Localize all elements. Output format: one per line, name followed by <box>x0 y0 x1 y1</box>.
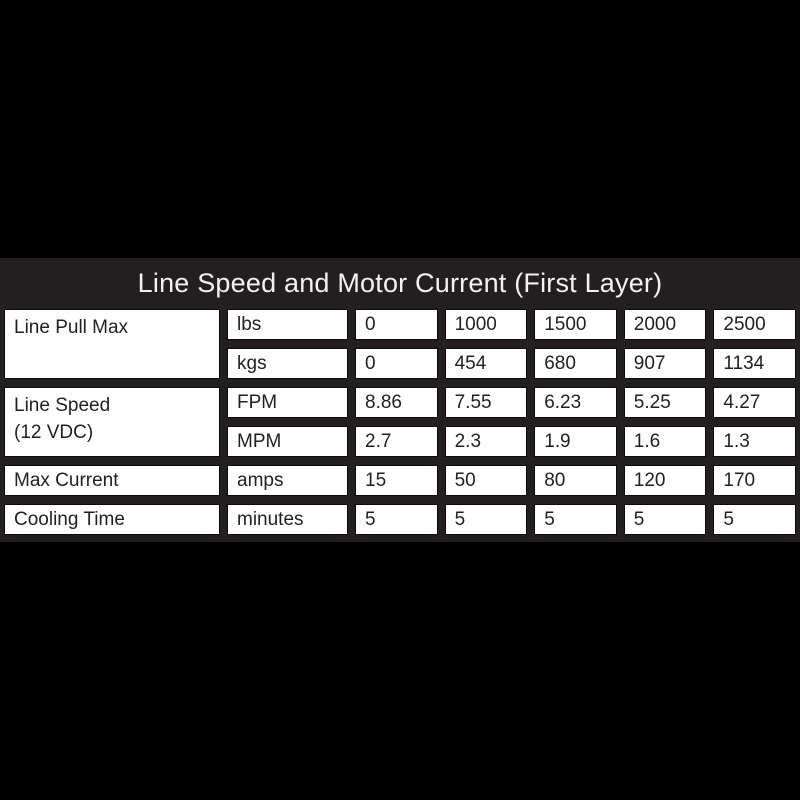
row-label-line-pull-max: Line Pull Max <box>4 309 220 379</box>
value-cell: 6.23 <box>534 387 617 418</box>
spec-table-grid: Line Pull Max lbs 0 1000 1500 2000 2500 … <box>4 309 796 535</box>
value-cell: 1134 <box>713 348 796 379</box>
value-cell: 907 <box>623 348 707 379</box>
value-cell: 120 <box>623 465 707 496</box>
value-cell: 680 <box>534 348 617 379</box>
value-cell: 50 <box>444 465 528 496</box>
unit-cell-mpm: MPM <box>227 426 348 457</box>
value-cell: 5 <box>623 504 707 535</box>
value-cell: 1500 <box>534 309 617 340</box>
row-label-text-line2: (12 VDC) <box>14 422 94 443</box>
value-cell: 5 <box>355 504 438 535</box>
value-cell: 0 <box>355 309 438 340</box>
unit-cell-kgs: kgs <box>227 348 348 379</box>
row-label-cooling-time: Cooling Time <box>4 504 220 535</box>
table-title: Line Speed and Motor Current (First Laye… <box>137 268 663 298</box>
value-cell: 5 <box>713 504 796 535</box>
unit-cell-lbs: lbs <box>227 309 348 340</box>
unit-cell-amps: amps <box>227 465 348 496</box>
value-cell: 1.3 <box>713 426 796 457</box>
value-cell: 454 <box>444 348 528 379</box>
row-label-text: Line Speed <box>14 395 111 416</box>
value-cell: 1.9 <box>534 426 617 457</box>
unit-cell-fpm: FPM <box>227 387 348 418</box>
value-cell: 2.7 <box>355 426 438 457</box>
value-cell: 5 <box>444 504 528 535</box>
value-cell: 15 <box>355 465 438 496</box>
value-cell: 5.25 <box>623 387 707 418</box>
value-cell: 4.27 <box>713 387 796 418</box>
value-cell: 5 <box>534 504 617 535</box>
value-cell: 1.6 <box>623 426 707 457</box>
value-cell: 2.3 <box>444 426 528 457</box>
row-label-text: Line Pull Max <box>14 317 129 338</box>
row-label-line-speed: Line Speed (12 VDC) <box>4 387 220 457</box>
value-cell: 0 <box>355 348 438 379</box>
value-cell: 80 <box>534 465 617 496</box>
value-cell: 8.86 <box>355 387 438 418</box>
value-cell: 2500 <box>713 309 796 340</box>
unit-cell-minutes: minutes <box>227 504 348 535</box>
value-cell: 2000 <box>623 309 707 340</box>
value-cell: 1000 <box>444 309 528 340</box>
value-cell: 7.55 <box>444 387 528 418</box>
value-cell: 170 <box>713 465 796 496</box>
spec-table: Line Speed and Motor Current (First Laye… <box>0 258 800 542</box>
row-label-max-current: Max Current <box>4 465 220 496</box>
